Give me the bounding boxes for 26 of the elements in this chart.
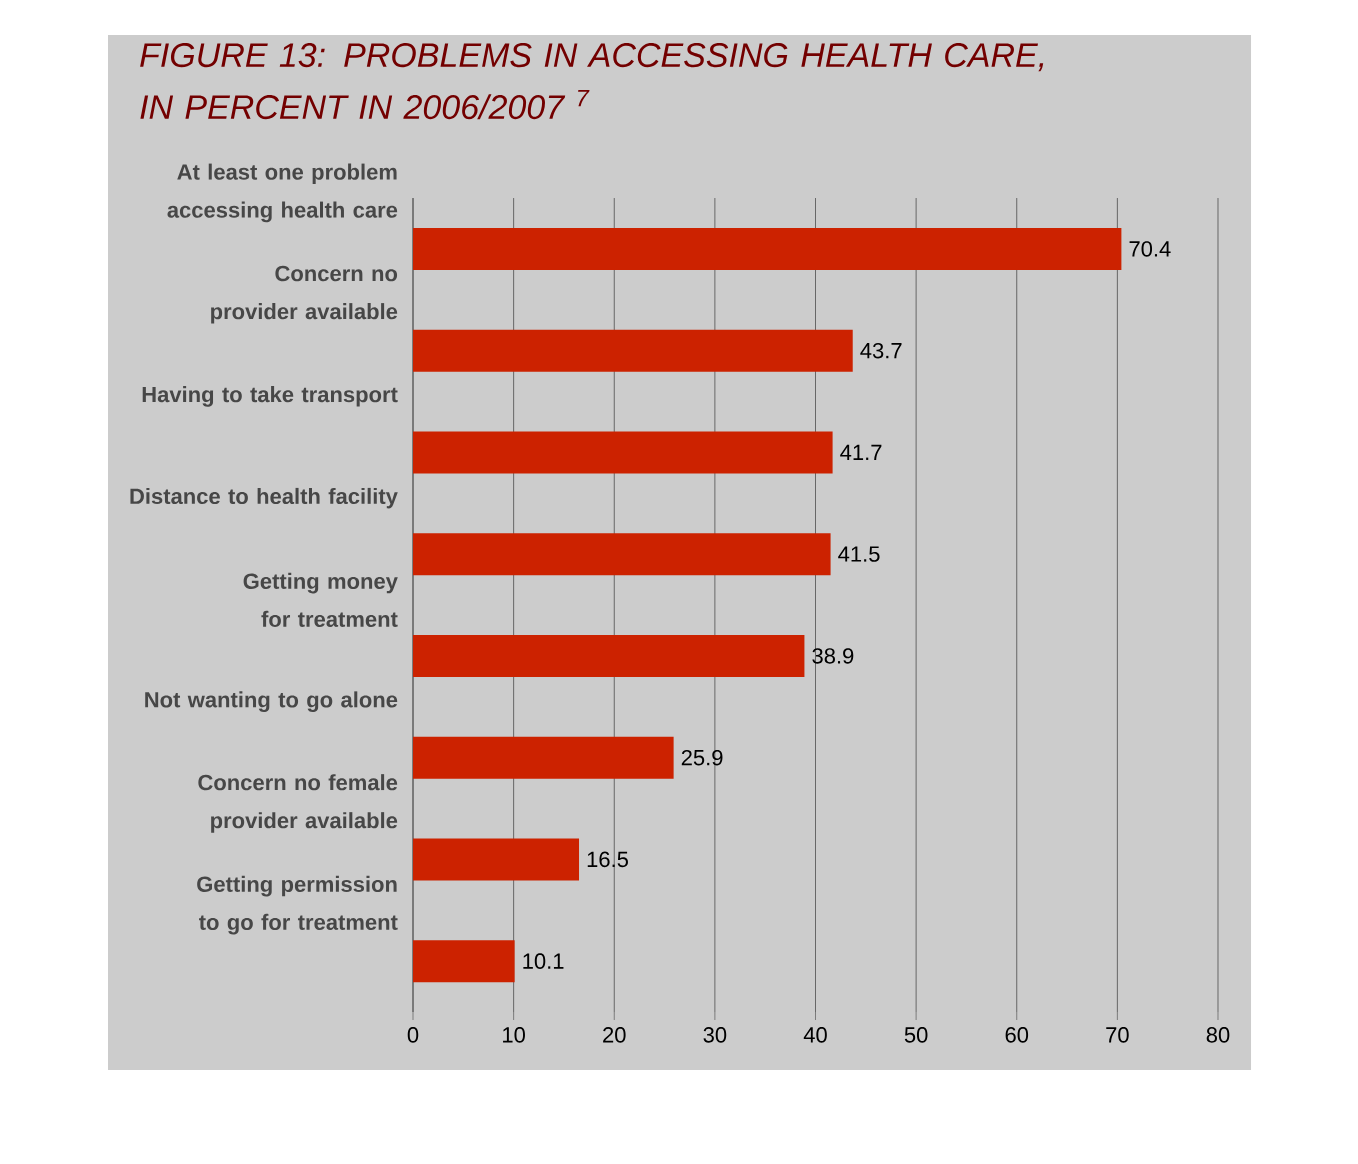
x-tick-label: 20 — [603, 1027, 626, 1043]
y-tick-label: At least one problem accessing health care — [167, 163, 398, 223]
data-label: 41.7 — [840, 444, 882, 460]
x-tick-label: 70 — [1106, 1027, 1129, 1043]
x-tick-label: 80 — [1206, 1027, 1230, 1043]
x-tick-label: 30 — [703, 1027, 727, 1043]
y-tick-label: Concern no provider available — [211, 265, 398, 324]
y-tick-label: Distance to health facility — [130, 487, 398, 509]
x-tick-label: 50 — [904, 1027, 928, 1043]
data-label: 43.7 — [860, 342, 902, 359]
chart-title: FIGURE 13: PROBLEMS IN ACCESSING HEALTH CARE, IN PERCENT IN 2006/2007 $^{7}$ — [140, 43, 1044, 120]
y-tick-label: Getting money for treatment — [243, 572, 398, 627]
data-label: 25.9 — [681, 749, 723, 766]
x-tick-label: 60 — [1005, 1027, 1029, 1043]
y-tick-label: Not wanting to go alone — [145, 691, 398, 712]
data-label: 38.9 — [812, 648, 854, 664]
data-label: 10.1 — [523, 953, 564, 969]
data-label: 70.4 — [1129, 241, 1171, 257]
x-tick-label: 40 — [803, 1027, 827, 1043]
y-tick-label: Having to take transport — [142, 386, 398, 407]
x-tick-label: 10 — [503, 1027, 525, 1043]
y-tick-label: Getting permission to go for treatment — [197, 875, 398, 935]
data-label: 16.5 — [587, 851, 628, 868]
x-tick-label: 0 — [407, 1027, 419, 1043]
data-label: 41.5 — [838, 546, 880, 562]
y-tick-label: Concern no female provider available — [198, 774, 398, 833]
